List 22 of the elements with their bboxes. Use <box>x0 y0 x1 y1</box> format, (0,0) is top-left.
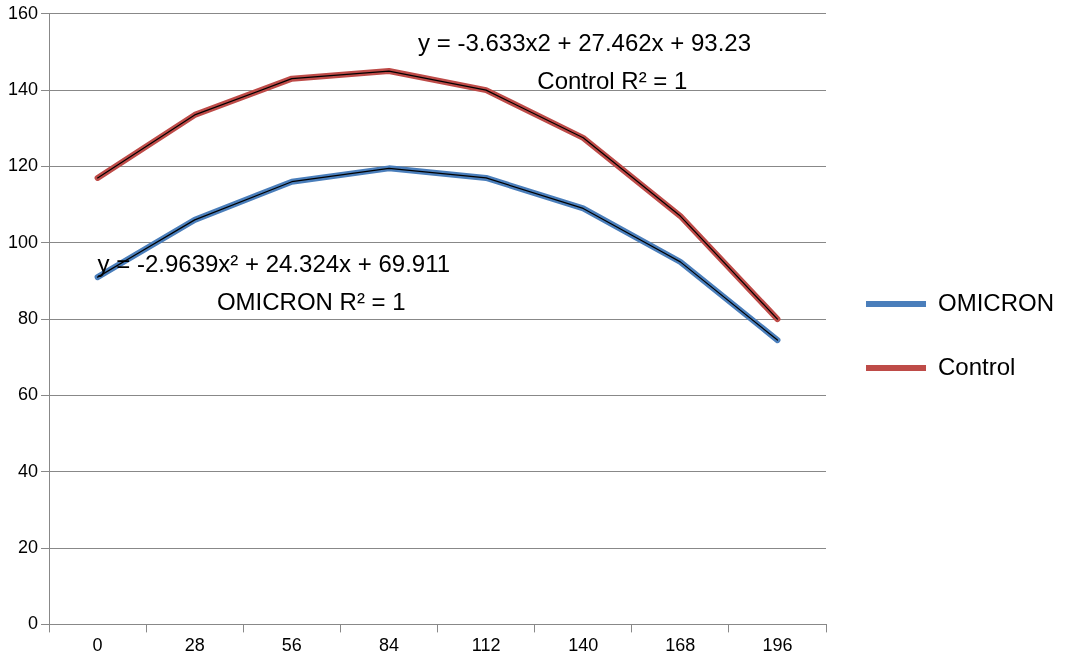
x-tick-label: 28 <box>184 635 205 656</box>
annotation: Control R² = 1 <box>537 67 688 95</box>
legend-label: Control <box>938 352 1016 380</box>
y-tick-label: 80 <box>18 308 39 329</box>
x-tick-label: 168 <box>665 635 696 656</box>
annotation: y = -3.633x2 + 27.462x + 93.23 <box>418 28 752 56</box>
x-tick-label: 56 <box>281 635 302 656</box>
y-tick-label: 140 <box>7 79 39 100</box>
legend-label: OMICRON <box>938 288 1055 316</box>
annotation: OMICRON R² = 1 <box>216 288 406 316</box>
x-tick-label: 0 <box>92 635 103 656</box>
y-tick-label: 0 <box>28 613 39 634</box>
x-tick-label: 196 <box>762 635 793 656</box>
y-tick-label: 20 <box>18 537 39 558</box>
x-tick-label: 112 <box>471 635 501 656</box>
y-tick-label: 60 <box>18 384 39 405</box>
x-tick-label: 140 <box>568 635 599 656</box>
x-tick-label: 84 <box>378 635 399 656</box>
y-tick-label: 120 <box>7 155 39 176</box>
y-tick-label: 160 <box>7 2 39 23</box>
y-tick-label: 40 <box>18 460 39 481</box>
y-tick-label: 100 <box>7 231 39 252</box>
